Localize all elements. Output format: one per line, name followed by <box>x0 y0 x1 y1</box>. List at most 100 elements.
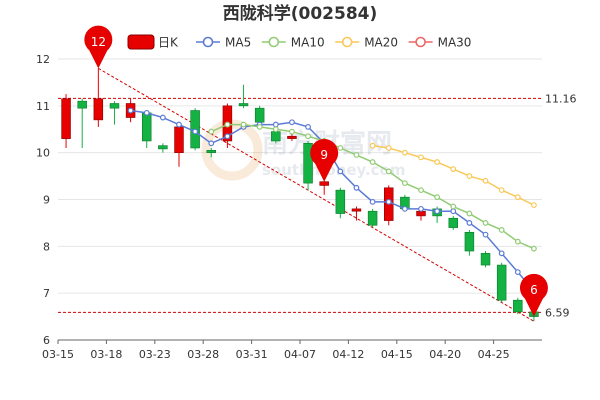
ma-point <box>434 208 441 215</box>
price-pin: 12 <box>84 25 113 69</box>
ma-point <box>514 238 521 245</box>
candle <box>335 187 346 219</box>
ma-point <box>514 194 521 201</box>
candle-body <box>61 98 71 139</box>
x-tick-label: 04-15 <box>381 348 413 361</box>
y-tick-label: 11 <box>36 100 50 113</box>
y-tick-label: 12 <box>36 53 50 66</box>
candle <box>351 206 362 221</box>
legend-item: 日K <box>127 34 179 50</box>
svg-text:southmoney.com: southmoney.com <box>262 161 405 179</box>
y-tick-label: 6 <box>43 334 50 347</box>
x-tick-label: 04-20 <box>429 348 461 361</box>
legend-swatch-kline <box>127 34 155 50</box>
legend-label: MA10 <box>291 36 325 50</box>
x-tick-label: 04-12 <box>332 348 364 361</box>
pin-marker <box>310 138 339 182</box>
x-tick-label: 04-07 <box>284 348 316 361</box>
candle-body <box>480 253 491 266</box>
chart-title: 西陇科学(002584) <box>223 3 378 24</box>
ma-point <box>289 119 295 126</box>
ma-point <box>143 109 150 116</box>
x-tick-label: 03-31 <box>236 348 268 361</box>
candle <box>464 229 475 256</box>
ma-point <box>482 177 489 184</box>
candle-body <box>109 103 120 109</box>
ma-point <box>385 168 392 175</box>
candle <box>303 140 313 191</box>
legend-item: MA10 <box>261 36 325 50</box>
trend-line <box>98 67 535 322</box>
legend-swatch-dot <box>202 36 214 48</box>
ma-point <box>418 205 424 212</box>
candle <box>61 94 71 148</box>
y-tick-label: 7 <box>43 287 50 300</box>
candle <box>238 84 249 109</box>
ma-point <box>272 121 279 128</box>
price-pins: 12 9 6 <box>84 25 548 317</box>
candle-body <box>287 135 297 139</box>
candle-body <box>464 231 475 252</box>
candle-body <box>303 143 313 184</box>
trend-line <box>98 67 535 322</box>
legend-label: MA20 <box>364 36 398 50</box>
x-tick-label: 03-28 <box>187 348 219 361</box>
candle <box>109 101 120 125</box>
y-tick-label: 10 <box>36 147 50 160</box>
ma-point <box>159 114 166 121</box>
y-tick-label: 8 <box>43 240 50 253</box>
candle <box>158 143 168 153</box>
x-tick-label: 04-25 <box>478 348 510 361</box>
candle-body <box>141 112 152 142</box>
candle-body <box>448 217 459 228</box>
ma-point <box>531 245 537 252</box>
candle <box>174 124 184 167</box>
legend-label: MA30 <box>438 36 472 50</box>
candle-body <box>367 210 378 226</box>
ma-point <box>289 128 295 135</box>
candle-body <box>238 103 249 107</box>
ma-point <box>434 194 441 201</box>
candle <box>206 147 217 158</box>
ma-point <box>418 154 424 161</box>
ma-point <box>305 124 311 130</box>
ma-point <box>369 142 376 149</box>
legend-item: MA30 <box>408 36 472 50</box>
ma-point <box>514 269 521 275</box>
ma-point <box>385 145 392 151</box>
candle <box>448 215 459 230</box>
ma-point <box>482 220 489 226</box>
grid <box>58 58 542 341</box>
ma-point <box>369 198 376 205</box>
ma-point <box>466 173 473 179</box>
candle <box>319 180 329 195</box>
ma-point <box>127 107 134 114</box>
legend: 日K MA5 MA10 MA20 MA30 <box>127 34 472 50</box>
axes: 6 7 8 9 10 11 12 03-15 03-18 03-23 03-28 03-31 04-07… <box>36 53 542 361</box>
ma-point <box>337 145 344 151</box>
ma-point <box>434 159 441 165</box>
candle-body <box>77 100 87 109</box>
candle <box>480 251 491 268</box>
ma-point <box>208 140 215 147</box>
x-tick-label: 03-18 <box>90 348 122 361</box>
ma-point <box>482 231 489 238</box>
ma-point <box>272 126 279 133</box>
ma-point <box>498 187 505 194</box>
ma-point <box>353 184 360 191</box>
x-tick-label: 03-23 <box>139 348 171 361</box>
candle-body <box>93 98 104 121</box>
candle-body <box>496 264 507 301</box>
candle <box>383 185 394 226</box>
candle-body <box>271 131 281 142</box>
reference-lines: 11.16 6.59 <box>58 92 577 319</box>
ma-point <box>450 166 457 172</box>
candle-body <box>158 145 168 150</box>
pin-marker <box>84 25 113 69</box>
legend-label: 日K <box>158 36 179 50</box>
legend-item: MA5 <box>196 36 251 50</box>
ma-point <box>337 168 344 175</box>
candle-body <box>174 126 184 153</box>
candle-body <box>335 189 346 214</box>
